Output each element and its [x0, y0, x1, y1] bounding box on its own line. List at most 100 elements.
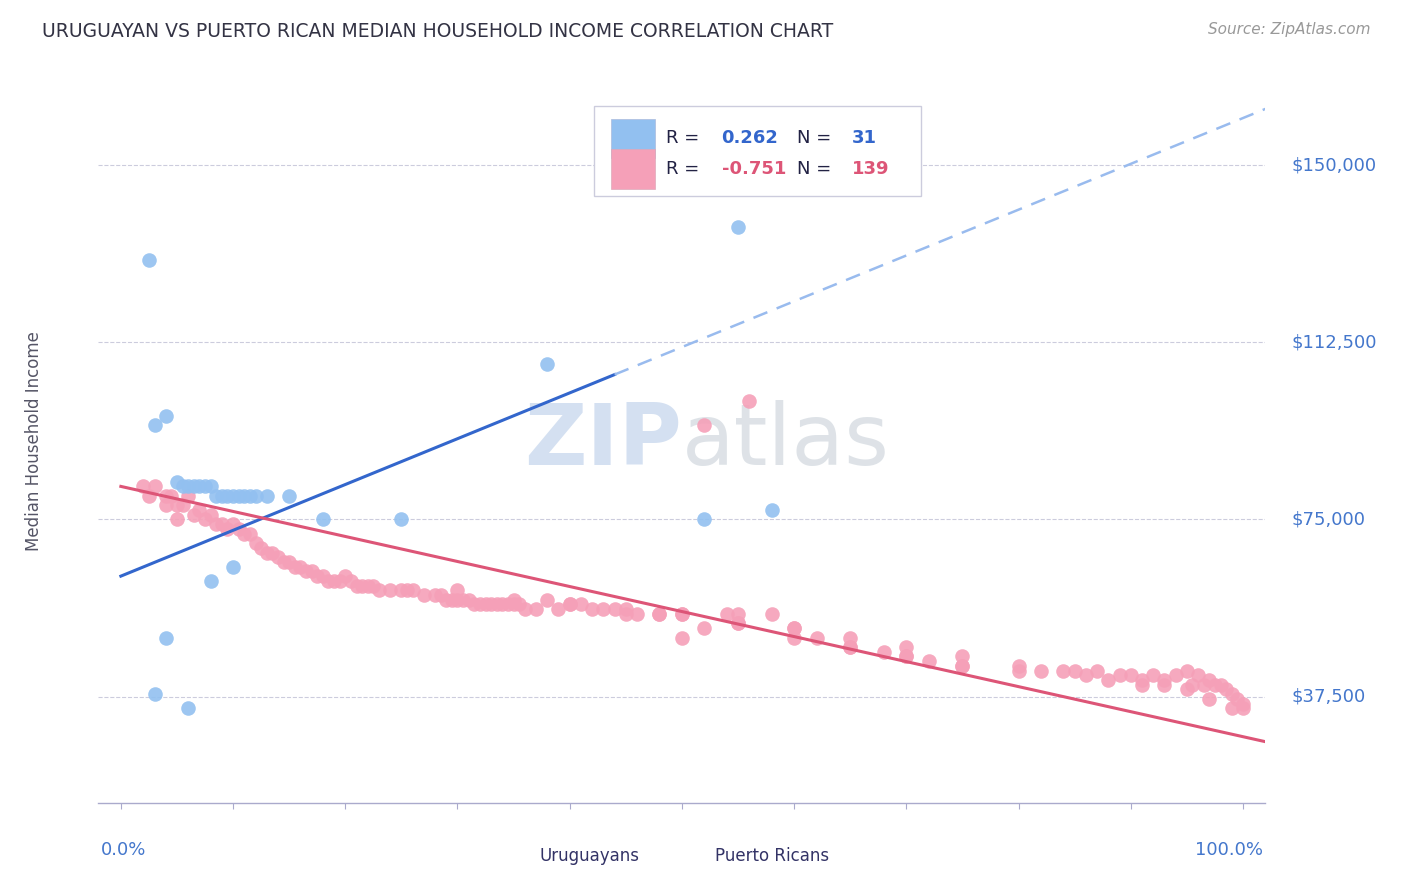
Point [648, 607, 671, 621]
Point [839, 640, 862, 654]
Point [1119, 668, 1142, 682]
Point [738, 394, 761, 409]
Point [1220, 687, 1243, 701]
Point [1164, 668, 1187, 682]
Point [323, 574, 346, 588]
Point [278, 489, 301, 503]
Point [211, 517, 233, 532]
Point [603, 602, 626, 616]
Point [1142, 668, 1164, 682]
Point [143, 479, 166, 493]
Point [423, 588, 446, 602]
Point [245, 536, 267, 550]
Point [340, 574, 363, 588]
Point [228, 522, 250, 536]
Point [1232, 701, 1254, 715]
Point [873, 645, 896, 659]
Point [1226, 692, 1249, 706]
Point [155, 489, 177, 503]
Point [547, 602, 569, 616]
Point [693, 417, 716, 432]
Text: atlas: atlas [682, 400, 890, 483]
Text: Median Household Income: Median Household Income [25, 332, 44, 551]
Point [200, 508, 222, 522]
Point [1232, 697, 1254, 711]
Point [200, 574, 222, 588]
Point [434, 592, 457, 607]
Point [1187, 668, 1209, 682]
Text: N =: N = [797, 129, 838, 147]
Point [222, 559, 245, 574]
Point [485, 598, 508, 612]
Point [727, 616, 749, 631]
Point [1097, 673, 1119, 687]
Point [614, 602, 637, 616]
Point [1209, 678, 1232, 692]
FancyBboxPatch shape [505, 844, 534, 867]
Point [295, 565, 318, 579]
Point [952, 658, 974, 673]
Point [1215, 682, 1237, 697]
Point [727, 219, 749, 234]
Text: 0.0%: 0.0% [101, 840, 146, 859]
Point [273, 555, 295, 569]
Point [952, 649, 974, 664]
Point [1181, 678, 1204, 692]
Point [312, 512, 335, 526]
Point [1175, 682, 1198, 697]
Point [463, 598, 485, 612]
Text: URUGUAYAN VS PUERTO RICAN MEDIAN HOUSEHOLD INCOME CORRELATION CHART: URUGUAYAN VS PUERTO RICAN MEDIAN HOUSEHO… [42, 22, 834, 41]
Point [222, 489, 245, 503]
Point [172, 479, 194, 493]
Point [318, 574, 340, 588]
Point [502, 592, 524, 607]
Point [143, 417, 166, 432]
Point [446, 583, 468, 598]
Point [194, 479, 217, 493]
Point [335, 569, 357, 583]
Point [491, 598, 513, 612]
Point [1130, 678, 1153, 692]
Point [395, 583, 418, 598]
Text: -0.751: -0.751 [721, 160, 786, 178]
Point [1074, 668, 1097, 682]
Point [205, 517, 228, 532]
Point [896, 649, 918, 664]
Point [166, 475, 188, 489]
Point [389, 512, 412, 526]
Point [569, 598, 592, 612]
Point [727, 616, 749, 631]
Point [205, 489, 228, 503]
Point [648, 607, 671, 621]
Point [508, 598, 530, 612]
Point [1220, 701, 1243, 715]
Point [1198, 692, 1220, 706]
Point [1007, 658, 1029, 673]
Text: 100.0%: 100.0% [1195, 840, 1263, 859]
Point [132, 479, 155, 493]
Point [138, 489, 160, 503]
Point [839, 640, 862, 654]
Point [412, 588, 434, 602]
Point [194, 512, 217, 526]
Text: 0.262: 0.262 [721, 129, 779, 147]
Point [446, 592, 468, 607]
Point [558, 598, 581, 612]
Point [1204, 678, 1226, 692]
Point [558, 598, 581, 612]
Point [250, 541, 273, 555]
Point [183, 508, 205, 522]
Point [502, 598, 524, 612]
Point [1052, 664, 1074, 678]
Point [457, 592, 479, 607]
Point [918, 654, 941, 668]
Point [138, 252, 160, 267]
Point [896, 640, 918, 654]
Point [177, 479, 200, 493]
Point [1192, 678, 1215, 692]
Point [256, 545, 278, 559]
Point [363, 578, 385, 592]
Point [177, 489, 200, 503]
Point [301, 565, 323, 579]
Point [346, 578, 368, 592]
